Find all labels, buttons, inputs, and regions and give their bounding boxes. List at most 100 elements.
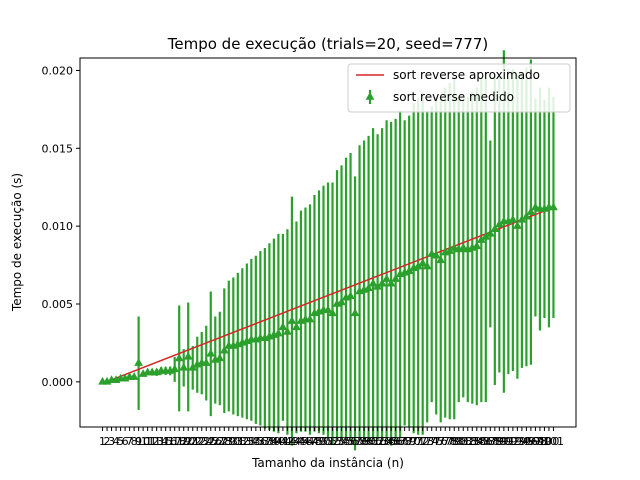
x-tick-label: 12: [145, 435, 159, 448]
x-tick-label: 42: [280, 435, 294, 448]
x-tick-label: 47: [303, 435, 317, 448]
x-tick-label: 100: [538, 435, 559, 448]
y-tick-label: 0.015: [42, 142, 74, 155]
fit-lines: [102, 206, 554, 385]
data-point: [490, 224, 500, 233]
x-tick-label: 91: [501, 435, 515, 448]
data-point: [274, 328, 283, 337]
x-tick-label: 14: [154, 435, 168, 448]
data-point: [292, 322, 301, 331]
x-tick-label: 81: [456, 435, 470, 448]
data-point: [183, 351, 193, 360]
data-point: [373, 281, 382, 290]
x-tick-label: 6: [122, 435, 129, 448]
data-point: [305, 314, 315, 323]
x-tick-label: 65: [384, 435, 398, 448]
x-tick-label: 33: [240, 435, 254, 448]
x-tick-label: 70: [407, 435, 421, 448]
x-tick-label: 27: [213, 435, 227, 448]
data-point: [215, 353, 225, 362]
x-tick-label: 22: [190, 435, 204, 448]
x-tick-label: 57: [348, 435, 362, 448]
x-tick-label: 13: [150, 435, 164, 448]
data-point: [513, 221, 522, 229]
x-tick-label: 8: [131, 435, 138, 448]
x-tick-label: 73: [420, 435, 434, 448]
x-tick-label: 19: [177, 435, 191, 448]
x-tick-label: 46: [298, 435, 312, 448]
y-tick-label: 0.010: [42, 220, 74, 233]
x-tick-label: 98: [533, 435, 547, 448]
x-tick-label: 24: [199, 435, 213, 448]
x-tick-label: 34: [244, 435, 258, 448]
data-point: [472, 241, 482, 250]
x-tick-label: 44: [289, 435, 303, 448]
x-tick-label: 23: [195, 435, 209, 448]
legend-box: [347, 63, 571, 113]
x-axis: 1234567891011121314151617181920212223242…: [99, 427, 564, 448]
x-tick-label: 2: [104, 435, 111, 448]
x-tick-label: 43: [285, 435, 299, 448]
x-tick-label: 76: [434, 435, 448, 448]
data-point: [188, 362, 198, 371]
data-point: [350, 308, 360, 317]
x-tick-label: 96: [524, 435, 538, 448]
x-tick-label: 17: [168, 435, 182, 448]
data-point: [476, 235, 486, 243]
x-tick-label: 32: [235, 435, 249, 448]
x-tick-label: 59: [357, 435, 371, 448]
x-tick-label: 88: [488, 435, 502, 448]
x-tick-label: 54: [335, 435, 349, 448]
x-tick-label: 94: [515, 435, 529, 448]
data-point: [422, 261, 432, 270]
data-markers: [98, 202, 558, 385]
data-point: [323, 305, 333, 313]
data-point: [346, 291, 355, 299]
x-tick-label: 4: [113, 435, 120, 448]
x-tick-label: 35: [249, 435, 263, 448]
x-tick-label: 74: [425, 435, 439, 448]
x-tick-label: 11: [141, 435, 155, 448]
x-tick-label: 36: [253, 435, 267, 448]
x-tick-label: 79: [447, 435, 461, 448]
x-tick-label: 67: [393, 435, 407, 448]
legend: sort reverse aproximado sort reverse med…: [347, 63, 571, 113]
x-tick-label: 31: [231, 435, 245, 448]
x-tick-label: 82: [461, 435, 475, 448]
data-point: [278, 322, 288, 331]
data-point: [517, 214, 527, 223]
x-tick-label: 89: [492, 435, 506, 448]
x-tick-label: 26: [208, 435, 222, 448]
data-point: [283, 327, 292, 335]
legend-label-medido: sort reverse medido: [393, 90, 514, 104]
data-point: [431, 250, 441, 259]
x-tick-label: 78: [443, 435, 457, 448]
x-tick-label: 56: [344, 435, 358, 448]
data-point: [508, 214, 518, 223]
y-tick-label: 0.020: [42, 64, 74, 77]
x-tick-label: 3: [108, 435, 115, 448]
data-point: [201, 358, 211, 366]
y-tick-label: 0.000: [42, 376, 74, 389]
x-tick-label: 69: [402, 435, 416, 448]
x-tick-label: 92: [506, 435, 520, 448]
x-tick-label: 16: [163, 435, 177, 448]
x-tick-label: 28: [217, 435, 231, 448]
data-point: [219, 345, 229, 354]
data-point: [170, 364, 180, 373]
x-axis-label: Tamanho da instância (n): [251, 456, 404, 470]
data-point: [494, 219, 504, 228]
x-tick-label: 97: [528, 435, 542, 448]
data-point: [549, 202, 558, 211]
x-tick-label: 86: [479, 435, 493, 448]
x-tick-label: 95: [519, 435, 533, 448]
x-tick-label: 62: [371, 435, 385, 448]
x-tick-label: 29: [222, 435, 236, 448]
x-tick-label: 61: [366, 435, 380, 448]
legend-marker: [365, 92, 375, 100]
data-point: [174, 353, 184, 362]
data-point: [129, 372, 139, 380]
y-axis-label: Tempo de execução (s): [10, 173, 24, 312]
chart-title: Tempo de execução (trials=20, seed=777): [167, 35, 488, 53]
